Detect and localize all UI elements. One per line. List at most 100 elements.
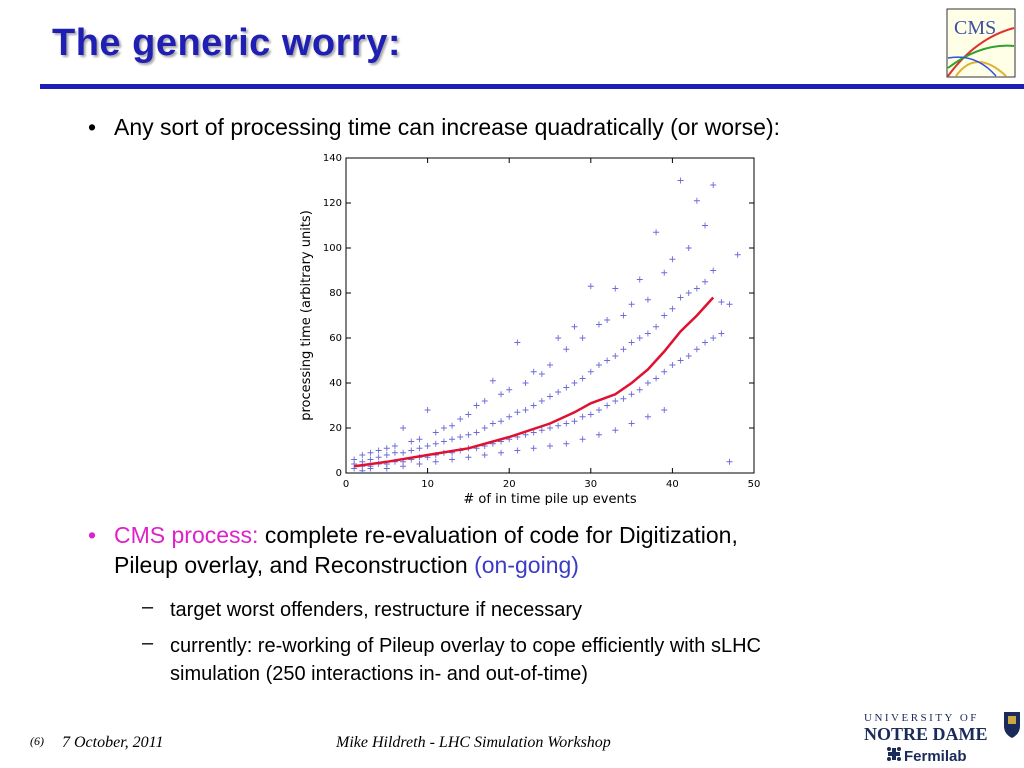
- sub-bullet-2-text: currently: re-working of Pileup overlay …: [170, 632, 761, 688]
- data-point: [677, 357, 684, 364]
- data-point: [595, 321, 602, 328]
- cms-logo: CMS: [946, 8, 1016, 78]
- data-point: [538, 398, 545, 404]
- data-point: [685, 245, 692, 251]
- x-axis-label: # of in time pile up events: [463, 492, 636, 505]
- y-tick-label: 120: [323, 198, 342, 209]
- data-point: [359, 467, 366, 474]
- nd-name-text: NOTRE DAME: [864, 724, 988, 744]
- data-point: [457, 434, 464, 440]
- ongoing-label: (on-going): [474, 552, 579, 578]
- data-point: [547, 443, 553, 449]
- data-point: [595, 407, 602, 413]
- data-point: [620, 346, 627, 353]
- data-point: [587, 368, 594, 375]
- data-point: [522, 380, 529, 386]
- data-point: [391, 443, 398, 449]
- data-point: [514, 447, 521, 454]
- data-point: [669, 362, 676, 368]
- data-point: [432, 440, 439, 447]
- data-point: [661, 368, 668, 375]
- bullet-2-text: CMS process: complete re-evaluation of c…: [114, 520, 738, 580]
- data-point: [530, 368, 537, 375]
- y-axis-label: processing time (arbitrary units): [299, 210, 314, 421]
- plot-frame: [345, 157, 755, 474]
- data-point: [685, 290, 692, 296]
- footer-author: Mike Hildreth - LHC Simulation Workshop: [336, 734, 611, 751]
- y-tick-label: 0: [336, 468, 342, 479]
- data-point: [702, 339, 709, 346]
- data-point: [383, 445, 390, 452]
- data-point: [628, 420, 635, 427]
- data-point: [669, 256, 676, 263]
- data-point: [481, 452, 488, 458]
- data-point: [400, 463, 407, 470]
- data-point: [653, 229, 660, 236]
- data-point: [359, 452, 366, 458]
- data-point: [424, 407, 431, 413]
- data-point: [677, 294, 684, 301]
- data-point: [473, 402, 480, 409]
- data-point: [612, 285, 619, 292]
- data-point: [367, 465, 374, 472]
- data-point: [734, 251, 741, 258]
- data-point: [538, 371, 545, 377]
- data-point: [653, 375, 660, 382]
- data-point: [547, 393, 553, 400]
- data-point: [440, 438, 447, 445]
- data-point: [449, 436, 456, 443]
- data-point: [579, 436, 586, 443]
- data-point: [620, 395, 627, 402]
- data-point: [726, 301, 733, 308]
- y-tick-label: 80: [329, 288, 342, 299]
- data-point: [530, 429, 537, 436]
- data-point: [693, 346, 700, 353]
- data-point: [383, 452, 390, 458]
- data-point: [636, 276, 643, 283]
- data-point: [416, 436, 423, 443]
- data-point: [718, 299, 725, 305]
- data-point: [612, 427, 619, 434]
- data-point: [604, 402, 611, 409]
- data-point: [416, 461, 423, 467]
- data-point: [457, 416, 464, 422]
- data-point: [547, 362, 553, 368]
- data-point: [587, 411, 594, 418]
- data-point: [685, 353, 692, 359]
- data-point: [563, 384, 570, 391]
- data-point: [604, 357, 611, 364]
- data-point: [506, 386, 513, 393]
- data-point: [416, 445, 423, 452]
- data-point: [653, 323, 660, 330]
- data-point: [661, 269, 668, 276]
- data-point: [391, 449, 398, 456]
- data-point: [375, 454, 382, 461]
- data-point: [571, 418, 578, 425]
- data-point: [563, 346, 570, 353]
- data-point: [530, 445, 537, 452]
- data-point: [710, 182, 717, 188]
- data-point: [595, 362, 602, 368]
- data-point: [718, 330, 725, 337]
- data-point: [702, 222, 709, 229]
- data-point: [481, 425, 488, 431]
- data-point: [400, 449, 407, 456]
- data-point: [449, 422, 456, 429]
- cms-process-label: CMS process:: [114, 522, 259, 548]
- data-point: [522, 407, 529, 413]
- data-point: [644, 296, 651, 303]
- data-point: [473, 429, 480, 436]
- x-tick-label: 10: [421, 479, 434, 490]
- slide-title: The generic worry:: [52, 22, 401, 64]
- data-point: [555, 335, 562, 341]
- data-point: [465, 411, 472, 418]
- nd-university-text: UNIVERSITY OF: [864, 712, 979, 724]
- y-tick-label: 100: [323, 243, 342, 254]
- data-point: [644, 380, 651, 386]
- x-tick-label: 50: [748, 479, 761, 490]
- y-tick-label: 40: [329, 378, 342, 389]
- data-point: [489, 377, 496, 384]
- data-point: [514, 339, 521, 346]
- data-point: [400, 425, 407, 431]
- cms-logo-text: CMS: [954, 17, 996, 39]
